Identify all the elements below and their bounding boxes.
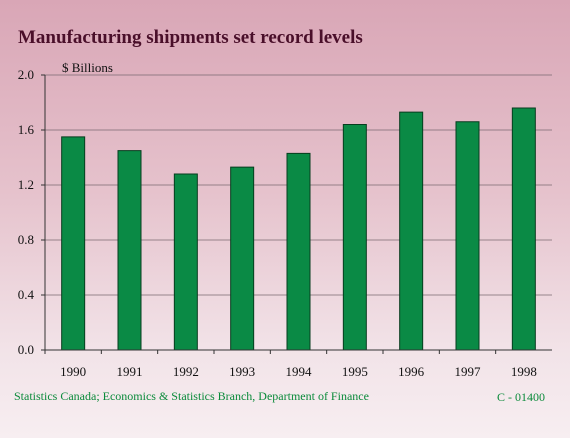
- y-tick-label: 0.0: [18, 342, 34, 357]
- x-tick-label: 1998: [511, 364, 537, 379]
- bar-1990: [61, 136, 86, 351]
- x-tick-label: 1996: [398, 364, 425, 379]
- bar-1992: [173, 173, 198, 351]
- y-tick-label: 0.4: [18, 287, 35, 302]
- source-note: Statistics Canada; Economics & Statistic…: [14, 389, 369, 403]
- bar-1994: [286, 152, 311, 351]
- x-tick-label: 1991: [117, 364, 143, 379]
- x-tick-label: 1990: [60, 364, 86, 379]
- y-axis-unit-label: $ Billions: [62, 60, 113, 75]
- x-tick-label: 1992: [173, 364, 199, 379]
- chart-title: Manufacturing shipments set record level…: [18, 27, 363, 48]
- chart-code: C - 01400: [497, 390, 545, 404]
- y-tick-label: 1.2: [18, 177, 34, 192]
- bars: [61, 107, 536, 351]
- y-axis-ticks: 0.0 0.4 0.8 1.2 1.6 2.0: [18, 67, 45, 357]
- y-tick-label: 0.8: [18, 232, 34, 247]
- bar-1997: [455, 121, 480, 351]
- x-tick-label: 1995: [342, 364, 368, 379]
- bar-1993: [230, 166, 255, 351]
- x-tick-label: 1993: [229, 364, 255, 379]
- y-tick-label: 1.6: [18, 122, 35, 137]
- bar-1996: [399, 111, 424, 351]
- x-axis-ticks: 1990 1991 1992 1993 1994 1995 1996 1997 1998: [44, 350, 537, 379]
- bar-1998: [511, 107, 536, 351]
- bar-1995: [342, 124, 367, 351]
- x-tick-label: 1997: [455, 364, 482, 379]
- bar-1991: [117, 150, 142, 351]
- y-tick-label: 2.0: [18, 67, 34, 82]
- x-tick-label: 1994: [286, 364, 313, 379]
